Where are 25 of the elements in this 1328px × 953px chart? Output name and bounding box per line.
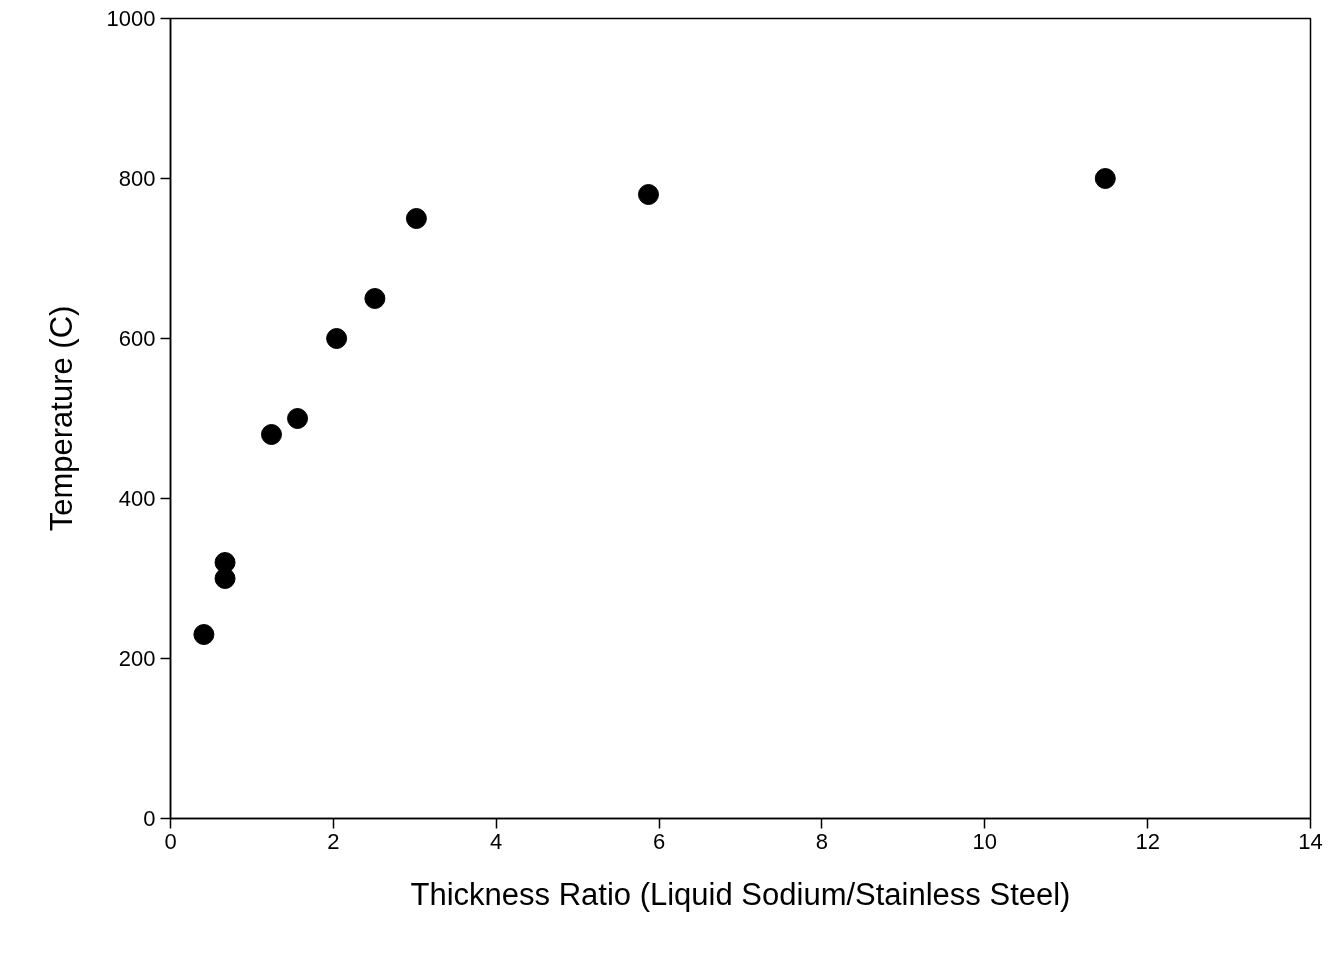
y-tick-label: 400 (118, 486, 156, 511)
y-tick-label: 0 (143, 806, 156, 831)
x-tick-label: 10 (972, 828, 998, 854)
y-tick-label: 1000 (106, 6, 156, 31)
point (364, 288, 386, 309)
point (637, 184, 659, 205)
point (287, 408, 309, 429)
y-tick-label: 800 (118, 166, 156, 191)
x-tick-label: 0 (164, 828, 177, 854)
point (1094, 168, 1116, 189)
point (405, 208, 427, 229)
x-tick-label: 4 (490, 828, 503, 854)
x-axis-title: Thickness Ratio (Liquid Sodium/Stainless Steel) (410, 876, 1071, 912)
point (260, 424, 282, 445)
y-axis-title: Temperature (C) (43, 305, 79, 532)
point (214, 568, 236, 589)
x-tick-label: 2 (327, 828, 340, 854)
y-tick-label: 200 (118, 646, 156, 671)
x-tick-label: 14 (1298, 828, 1323, 854)
x-tick-label: 12 (1135, 828, 1160, 854)
x-tick-label: 6 (652, 828, 666, 854)
point (326, 328, 348, 349)
x-tick-label: 8 (815, 828, 829, 854)
y-tick-label: 600 (118, 326, 156, 351)
point (193, 624, 215, 645)
